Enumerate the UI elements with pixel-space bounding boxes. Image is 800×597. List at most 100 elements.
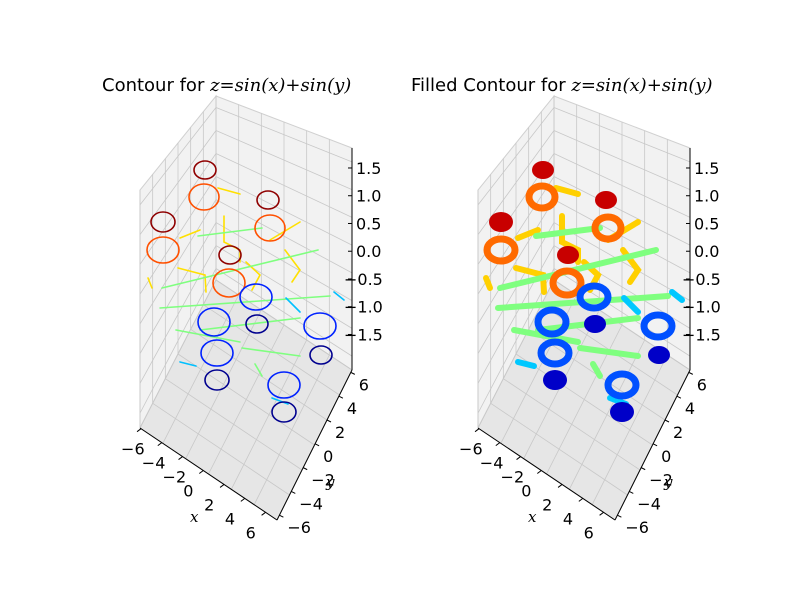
filled-band bbox=[590, 361, 603, 379]
contour-ring bbox=[271, 401, 297, 423]
contour-ring bbox=[197, 307, 231, 337]
z-grid-line bbox=[139, 244, 353, 384]
floor-grid-line bbox=[203, 304, 340, 396]
contour-title-math: z=sin(x)+sin(y) bbox=[209, 75, 351, 96]
z-grid-line bbox=[139, 267, 353, 414]
z-grid-line bbox=[139, 152, 353, 265]
x-tick-label: 0 bbox=[183, 482, 193, 501]
y-tick bbox=[291, 490, 296, 494]
contour-xlabel: x bbox=[190, 508, 199, 526]
z-tick-label: −1.0 bbox=[682, 298, 721, 317]
filled-band bbox=[553, 185, 581, 197]
contour-line bbox=[285, 297, 301, 313]
x-tick bbox=[261, 511, 266, 516]
z-tick-label: −0.5 bbox=[682, 270, 721, 289]
contour-ring bbox=[212, 268, 246, 298]
filled-contour-title: Filled Contour for z=sin(x)+sin(y) bbox=[411, 75, 713, 96]
x-tick bbox=[557, 484, 563, 488]
filled-contour-regions bbox=[483, 161, 685, 422]
filled-peak bbox=[648, 346, 670, 364]
x-tick-label: 4 bbox=[563, 509, 573, 528]
x-tick-label: 2 bbox=[204, 495, 214, 514]
filled-peak bbox=[543, 370, 567, 390]
x-tick-label: −2 bbox=[163, 468, 187, 487]
contour-line bbox=[241, 347, 301, 357]
z-tick-label: 0.0 bbox=[356, 242, 381, 261]
contour-line bbox=[179, 229, 201, 239]
y-axis-line bbox=[614, 369, 691, 521]
y-tick-label: −2 bbox=[649, 471, 673, 490]
y-tick bbox=[279, 514, 284, 518]
z-grid-line bbox=[477, 130, 691, 235]
contour-ring bbox=[254, 214, 286, 242]
x-tick-label: 2 bbox=[542, 495, 552, 514]
filled-contour-ylabel: y bbox=[663, 473, 673, 491]
filled-band bbox=[515, 227, 541, 241]
x-tick-label: −4 bbox=[142, 454, 166, 473]
contour-line bbox=[159, 295, 331, 309]
z-grid-line bbox=[139, 198, 353, 325]
x-tick-label: −4 bbox=[480, 454, 504, 473]
z-tick-label: −1.0 bbox=[344, 298, 383, 317]
y-tick bbox=[688, 371, 694, 375]
contour-ring bbox=[239, 283, 273, 311]
filled-band bbox=[577, 345, 641, 359]
z-grid-line bbox=[477, 107, 691, 206]
y-tick-label: 6 bbox=[697, 375, 707, 394]
x-tick-label: 4 bbox=[225, 509, 235, 528]
contour-line bbox=[254, 363, 263, 377]
x-tick-label: 0 bbox=[521, 482, 531, 501]
filled-contour-xlabel: x bbox=[528, 508, 537, 526]
z-tick-label: −0.5 bbox=[344, 270, 383, 289]
z-grid-line bbox=[477, 175, 691, 295]
x-tick-label: 6 bbox=[584, 523, 594, 542]
x-tick-label: 6 bbox=[246, 523, 256, 542]
x-tick-label: −6 bbox=[459, 440, 483, 459]
contour-ring bbox=[218, 245, 242, 265]
x-tick bbox=[199, 470, 204, 474]
contour-line bbox=[333, 291, 345, 301]
y-tick-label: −6 bbox=[287, 518, 311, 537]
filled-band bbox=[621, 295, 641, 315]
contour-line bbox=[175, 329, 241, 343]
filled-peak bbox=[595, 191, 617, 209]
z-tick-label: 0.5 bbox=[356, 214, 381, 233]
filled-contour-title-math: z=sin(x)+sin(y) bbox=[570, 75, 712, 96]
filled-peak bbox=[557, 246, 579, 264]
y-tick bbox=[640, 467, 646, 471]
z-grid-line bbox=[139, 130, 353, 235]
y-tick-label: −4 bbox=[637, 494, 661, 513]
y-tick bbox=[652, 443, 658, 447]
filled-ring bbox=[525, 182, 559, 212]
contour-ring bbox=[303, 312, 337, 340]
x-tick bbox=[474, 428, 480, 433]
x-tick-label: −2 bbox=[501, 468, 525, 487]
y-tick-label: 6 bbox=[359, 375, 369, 394]
x-tick bbox=[157, 442, 163, 447]
z-grid-line bbox=[139, 107, 353, 206]
contour-line bbox=[177, 267, 207, 293]
y-tick bbox=[617, 514, 622, 518]
x-tick bbox=[178, 456, 183, 460]
filled-peak bbox=[584, 315, 606, 333]
y-tick bbox=[664, 419, 670, 423]
x-tick bbox=[136, 428, 142, 433]
filled-band bbox=[497, 247, 659, 291]
z-tick-label: 1.5 bbox=[694, 159, 719, 178]
z-tick-label: 1.5 bbox=[356, 159, 381, 178]
filled-ring bbox=[591, 213, 625, 243]
filled-ring bbox=[549, 267, 585, 299]
x-tick bbox=[240, 497, 246, 502]
filled-ring bbox=[483, 235, 519, 265]
filled-contour-subplot: Filled Contour for z=sin(x)+sin(y) −6−4−… bbox=[411, 75, 721, 542]
z-tick-label: 1.0 bbox=[694, 187, 719, 206]
contour-ring bbox=[146, 236, 180, 264]
contour-ring bbox=[188, 183, 220, 211]
contour-line bbox=[199, 317, 301, 331]
y-tick bbox=[676, 395, 682, 399]
y-tick bbox=[338, 395, 344, 399]
contour-line bbox=[217, 187, 241, 195]
filled-band bbox=[669, 289, 685, 303]
filled-ring bbox=[640, 311, 676, 341]
x-tick bbox=[599, 511, 604, 516]
